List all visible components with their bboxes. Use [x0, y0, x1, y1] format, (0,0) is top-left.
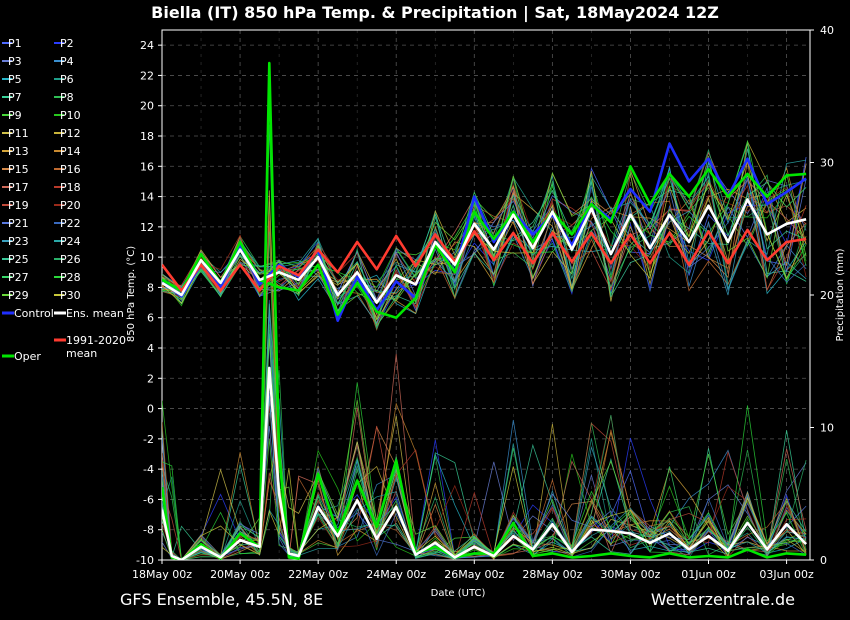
legend-label: P9 [8, 109, 22, 122]
x-tick-label: 01Jun 00z [681, 568, 736, 581]
y-left-label: 850 hPa Temp. (°C) [126, 246, 137, 342]
axes: -10-8-6-4-202468101214161820222401020304… [132, 24, 834, 581]
legend-label: P29 [8, 289, 29, 302]
legend-label-line: mean [66, 347, 97, 360]
legend-label: P24 [60, 235, 81, 248]
y-left-tick-label: 16 [140, 160, 154, 173]
x-tick-label: 03Jun 00z [759, 568, 814, 581]
footer-source: Wetterzentrale.de [651, 590, 795, 609]
legend-label: P17 [8, 181, 29, 194]
y-left-tick-label: -4 [143, 463, 154, 476]
legend-label: P6 [60, 73, 74, 86]
y-left-tick-label: -8 [143, 524, 154, 537]
legend-label: P4 [60, 55, 74, 68]
y-left-tick-label: -10 [136, 554, 154, 567]
legend-label: P7 [8, 91, 22, 104]
y-left-tick-label: 12 [140, 221, 154, 234]
y-left-tick-label: -6 [143, 493, 154, 506]
series-line-control [162, 142, 807, 323]
legend-label: P2 [60, 37, 74, 50]
x-tick-label: 28May 00z [522, 568, 582, 581]
chart-title: Biella (IT) 850 hPa Temp. & Precipitatio… [151, 3, 719, 23]
legend-label: P30 [60, 289, 81, 302]
x-tick-label: 24May 00z [366, 568, 426, 581]
series-line-ens-mean-precipitation [162, 366, 808, 560]
y-left-tick-label: 10 [140, 251, 154, 264]
y-right-tick-label: 30 [820, 157, 834, 170]
legend-label: P28 [60, 271, 81, 284]
legend-label: P26 [60, 253, 81, 266]
legend-label: P23 [8, 235, 29, 248]
legend-label: P22 [60, 217, 81, 230]
x-tick-label: 30May 00z [600, 568, 660, 581]
legend-label: P3 [8, 55, 22, 68]
legend-label: P16 [60, 163, 81, 176]
y-right-label: Precipitation (mm) [835, 248, 846, 341]
x-tick-label: 26May 00z [444, 568, 504, 581]
series-line-ens-mean [162, 198, 807, 304]
legend-label: P27 [8, 271, 29, 284]
member-temp-line [162, 170, 807, 328]
legend-label: P13 [8, 145, 29, 158]
legend-label: P21 [8, 217, 29, 230]
y-left-tick-label: 18 [140, 130, 154, 143]
y-left-tick-label: 6 [147, 312, 154, 325]
legend-label: P5 [8, 73, 22, 86]
x-tick-label: 20May 00z [210, 568, 270, 581]
legend-label: P14 [60, 145, 81, 158]
x-tick-label: 18May 00z [132, 568, 192, 581]
legend-label: Control [14, 307, 54, 320]
legend-label: P15 [8, 163, 29, 176]
y-left-tick-label: 4 [147, 342, 154, 355]
x-axis-label: Date (UTC) [431, 588, 486, 599]
legend-label: Ens. mean [66, 307, 124, 320]
x-tick-label: 22May 00z [288, 568, 348, 581]
y-right-tick-label: 40 [820, 24, 834, 37]
legend-label: P25 [8, 253, 29, 266]
legend-label: P1 [8, 37, 22, 50]
member-temp-line [162, 170, 807, 326]
series-line-1991-2020-mean [162, 228, 807, 292]
legend-label: P20 [60, 199, 81, 212]
legend-label: P12 [60, 127, 81, 140]
y-right-tick-label: 20 [820, 289, 834, 302]
y-right-tick-label: 10 [820, 422, 834, 435]
y-left-tick-label: 14 [140, 191, 154, 204]
legend-label: Oper [14, 350, 41, 363]
y-left-tick-label: 20 [140, 100, 154, 113]
legend-label-line: 1991-2020 [66, 334, 126, 347]
y-left-tick-label: -2 [143, 433, 154, 446]
y-left-tick-label: 24 [140, 39, 154, 52]
member-temp-line [162, 155, 807, 312]
highlight-lines [162, 61, 808, 560]
footer-model-info: GFS Ensemble, 45.5N, 8E [120, 590, 323, 609]
legend-label: P10 [60, 109, 81, 122]
y-left-tick-label: 22 [140, 69, 154, 82]
y-left-tick-label: 0 [147, 403, 154, 416]
member-temp-line [162, 148, 807, 305]
legend-label: P18 [60, 181, 81, 194]
legend-label: P11 [8, 127, 29, 140]
member-temp-line [162, 177, 807, 327]
y-left-tick-label: 8 [147, 281, 154, 294]
series-line-oper [162, 165, 807, 320]
legend: P1 P2 P3 P4 P5 P6 P7 P8 P9 P10 P11 P12 P13 P14 P15 P16 P… [2, 37, 126, 363]
legend-label: 1991-2020 mean [66, 334, 126, 360]
y-left-tick-label: 2 [147, 372, 154, 385]
legend-label: P8 [60, 91, 74, 104]
y-right-tick-label: 0 [820, 554, 827, 567]
member-temp-line [162, 177, 807, 306]
legend-label: P19 [8, 199, 29, 212]
